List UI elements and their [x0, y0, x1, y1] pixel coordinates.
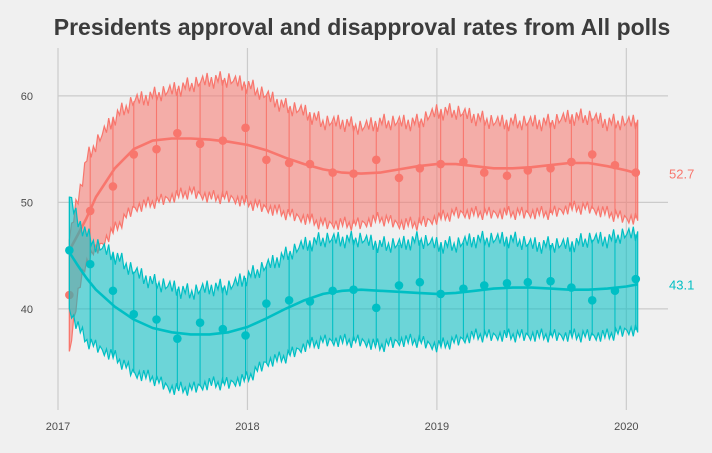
disapprove-point-4: [152, 144, 161, 154]
disapprove-point-13: [349, 169, 358, 178]
approve-point-25: [610, 286, 620, 296]
disapprove-point-21: [523, 166, 533, 175]
approve-point-7: [218, 324, 228, 334]
disapprove-point-25: [610, 160, 620, 170]
disapprove-point-20: [502, 171, 512, 181]
disapprove-point-16: [415, 164, 425, 173]
disapprove-point-7: [218, 136, 228, 145]
disapprove-point-18: [459, 157, 468, 167]
y-tick-label-40: 40: [21, 304, 33, 316]
approve-point-18: [459, 284, 468, 293]
approve-point-9: [262, 299, 271, 308]
disapprove-point-3: [129, 150, 139, 159]
disapprove-point-19: [479, 168, 489, 177]
disapprove-point-5: [173, 128, 182, 138]
disapprove-point-2: [108, 182, 118, 191]
disapprove-point-11: [305, 159, 315, 169]
x-tick-label-2019: 2019: [425, 421, 449, 433]
disapprove-point-24: [587, 150, 597, 159]
approve-point-17: [436, 289, 445, 299]
approve-trend-line: [68, 251, 638, 336]
disapprove-point-12: [328, 168, 337, 177]
approve-point-5: [173, 334, 182, 343]
approve-end-label: 43.1: [669, 277, 694, 292]
approve-point-22: [546, 276, 555, 286]
disapprove-point-15: [394, 173, 404, 183]
approve-point-26: [631, 274, 641, 284]
disapprove-point-6: [195, 139, 205, 149]
chart-title: Presidents approval and disapproval rate…: [53, 14, 671, 40]
approve-point-11: [305, 297, 315, 306]
approve-point-10: [284, 296, 294, 305]
approve-point-12: [328, 286, 337, 296]
disapprove-point-26: [631, 168, 641, 177]
x-tick-label-2017: 2017: [46, 421, 70, 433]
approve-point-2: [108, 286, 118, 296]
approve-point-14: [371, 303, 381, 313]
y-tick-label-50: 50: [21, 197, 33, 209]
approve-point-6: [195, 318, 205, 327]
approve-point-15: [394, 281, 404, 290]
disapprove-point-22: [546, 164, 555, 173]
approve-point-4: [152, 315, 161, 324]
disapprove-point-23: [567, 157, 576, 167]
approve-point-19: [479, 281, 489, 290]
disapprove-point-17: [436, 159, 445, 169]
approve-point-21: [523, 277, 533, 287]
disapprove-point-9: [262, 155, 271, 165]
approve-point-0: [65, 245, 74, 255]
approve-point-8: [241, 331, 250, 340]
approve-point-23: [567, 283, 576, 292]
x-tick-label-2018: 2018: [235, 421, 259, 433]
approve-point-1: [85, 259, 95, 269]
approve-point-3: [129, 309, 139, 319]
disapprove-trend-line: [68, 137, 639, 251]
disapprove-point-14: [371, 155, 381, 165]
approve-point-24: [587, 296, 597, 305]
x-tick-label-2020: 2020: [614, 421, 638, 433]
disapprove-point-8: [241, 123, 250, 133]
disapprove-end-label: 52.7: [669, 167, 694, 182]
approve-point-20: [502, 279, 512, 288]
y-tick-label-60: 60: [21, 91, 33, 103]
approve-point-16: [415, 277, 425, 287]
disapprove-point-10: [284, 158, 294, 168]
approve-point-13: [349, 285, 358, 294]
disapprove-point-1: [85, 206, 95, 216]
